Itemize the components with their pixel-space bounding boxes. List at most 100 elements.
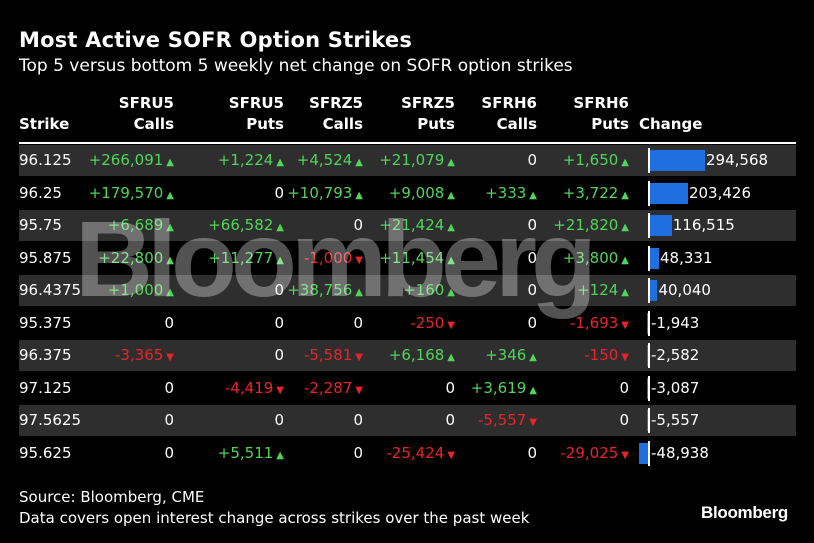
value-cell: -5,581 ▼ <box>304 340 363 371</box>
down-arrow-icon: ▼ <box>621 352 629 363</box>
value-text: -1,000 <box>303 248 353 267</box>
value-text: 0 <box>445 378 455 397</box>
value-text: 0 <box>619 378 629 397</box>
value-text: +21,424 <box>379 216 445 234</box>
value-cell: +21,424 ▲ <box>379 210 455 241</box>
value-cell: 0 <box>353 438 363 469</box>
change-bar <box>650 247 660 269</box>
zero-axis-line <box>648 310 650 336</box>
zero-axis-line <box>648 245 650 271</box>
table-row: 97.5625 0 0 0 0 -5,557 ▼ 0 -5,557 <box>19 405 796 436</box>
up-arrow-icon: ▲ <box>621 189 629 201</box>
down-arrow-icon: ▼ <box>621 319 629 331</box>
value-text: 0 <box>619 411 629 429</box>
table-row: 96.375 -3,365 ▼ 0 -5,581 ▼ +6,168 ▲ +346 ▲ -150 ▼ -2… <box>19 340 796 371</box>
up-arrow-icon: ▲ <box>621 157 629 168</box>
change-label: 116,515 <box>672 216 735 234</box>
value-cell: 0 <box>274 405 284 436</box>
value-text: +3,722 <box>562 183 619 202</box>
up-arrow-icon: ▲ <box>621 254 629 266</box>
value-text: 0 <box>274 411 284 429</box>
value-text: +3,800 <box>562 248 619 267</box>
chart-title: Most Active SOFR Option Strikes <box>19 28 413 52</box>
value-cell: +6,689 ▲ <box>108 210 174 241</box>
value-text: +5,511 <box>217 443 274 462</box>
value-text: 0 <box>274 183 284 202</box>
table-row: 96.125 +266,091 ▲ +1,224 ▲ +4,524 ▲ +21,079 ▲ 0 +1… <box>19 145 796 176</box>
value-cell: 0 <box>164 373 174 404</box>
zero-axis-line <box>648 213 650 238</box>
change-bar <box>647 312 648 334</box>
up-arrow-icon: ▲ <box>447 254 455 266</box>
up-arrow-icon: ▲ <box>166 254 174 266</box>
change-label: -3,087 <box>651 378 700 397</box>
strike-cell: 96.4375 <box>19 281 82 299</box>
value-text: +9,008 <box>388 183 445 202</box>
value-text: +6,689 <box>107 216 164 234</box>
value-text: 0 <box>353 411 363 429</box>
value-text: 0 <box>164 378 174 397</box>
header-sfru5-puts: SFRU5 Puts <box>228 94 284 133</box>
change-label: 203,426 <box>688 183 751 202</box>
value-cell: 0 <box>527 438 537 469</box>
up-arrow-icon: ▲ <box>276 254 284 266</box>
value-text: 0 <box>164 411 174 429</box>
value-cell: +266,091 ▲ <box>89 145 174 176</box>
change-bar <box>647 377 648 399</box>
zero-axis-line <box>648 278 650 303</box>
value-cell: -29,025 ▼ <box>560 438 629 469</box>
value-cell: -4,419 ▼ <box>225 373 284 404</box>
down-arrow-icon: ▼ <box>355 384 363 396</box>
strike-cell: 95.625 <box>19 443 72 462</box>
change-label: -1,943 <box>651 313 700 332</box>
value-cell: 0 <box>527 308 537 339</box>
up-arrow-icon: ▲ <box>166 157 174 168</box>
value-cell: +5,511 ▲ <box>218 438 284 469</box>
value-text: 0 <box>527 248 537 267</box>
value-cell: 0 <box>353 405 363 436</box>
up-arrow-icon: ▲ <box>621 287 629 298</box>
header-sfrz5-puts: SFRZ5 Puts <box>401 94 455 133</box>
value-text: -3,365 <box>114 346 164 364</box>
change-label: -48,938 <box>651 443 709 462</box>
value-cell: +10,793 ▲ <box>287 178 363 209</box>
up-arrow-icon: ▲ <box>166 222 174 233</box>
value-cell: +160 ▲ <box>403 275 455 306</box>
value-text: 0 <box>353 443 363 462</box>
value-cell: 0 <box>164 308 174 339</box>
value-cell: +11,454 ▲ <box>379 243 455 274</box>
value-text: +22,800 <box>98 248 164 267</box>
down-arrow-icon: ▼ <box>355 254 363 266</box>
value-text: -1,693 <box>569 313 619 332</box>
value-cell: +124 ▲ <box>577 275 629 306</box>
header-change: Change <box>639 115 703 133</box>
strike-cell: 97.125 <box>19 378 72 397</box>
value-cell: 0 <box>527 145 537 176</box>
change-label: -2,582 <box>651 346 700 364</box>
value-text: +11,277 <box>208 248 274 267</box>
zero-axis-line <box>648 148 650 173</box>
value-cell: 0 <box>527 243 537 274</box>
value-cell: +179,570 ▲ <box>89 178 174 209</box>
table-row: 97.125 0 -4,419 ▼ -2,287 ▼ 0 +3,619 ▲ 0 -3,087 <box>19 373 796 404</box>
value-cell: +66,582 ▲ <box>208 210 284 241</box>
value-cell: -25,424 ▼ <box>386 438 455 469</box>
up-arrow-icon: ▲ <box>621 222 629 233</box>
down-arrow-icon: ▼ <box>166 352 174 363</box>
value-cell: +346 ▲ <box>485 340 537 371</box>
value-text: 0 <box>164 443 174 462</box>
value-cell: +4,524 ▲ <box>297 145 363 176</box>
header-strike: Strike <box>19 115 70 133</box>
value-cell: 0 <box>619 405 629 436</box>
header-rule <box>19 142 796 144</box>
value-cell: +11,277 ▲ <box>208 243 284 274</box>
value-cell: 0 <box>445 373 455 404</box>
strike-cell: 95.875 <box>19 248 72 267</box>
up-arrow-icon: ▲ <box>166 189 174 201</box>
value-text: +38,756 <box>287 281 353 299</box>
down-arrow-icon: ▼ <box>276 384 284 396</box>
value-text: 0 <box>527 216 537 234</box>
zero-axis-line <box>648 375 650 401</box>
value-cell: +1,650 ▲ <box>563 145 629 176</box>
value-cell: +21,820 ▲ <box>553 210 629 241</box>
